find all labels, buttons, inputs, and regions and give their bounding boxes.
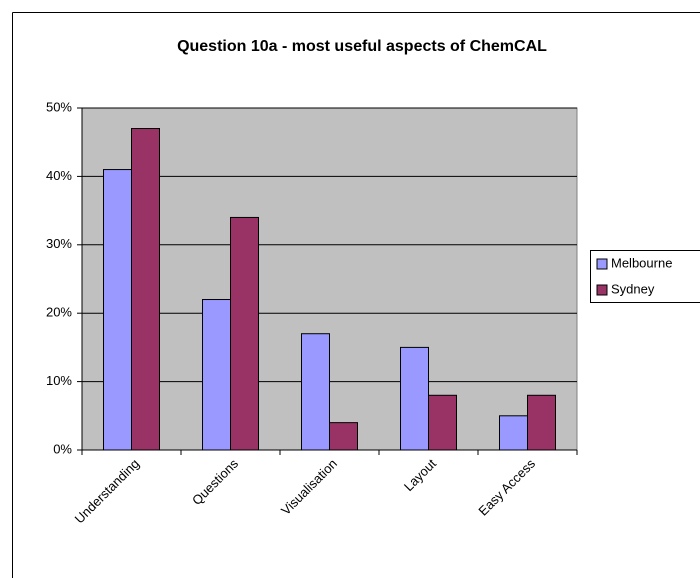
legend-box (590, 250, 700, 303)
legend-swatch (596, 258, 608, 270)
bar (230, 216, 259, 451)
y-tick-label: 50% (46, 99, 72, 114)
bar (131, 128, 160, 451)
bar (329, 422, 358, 451)
legend-label: Melbourne (611, 255, 672, 270)
y-tick-label: 30% (46, 236, 72, 251)
x-tick-label: Understanding (72, 456, 142, 526)
bar (103, 169, 132, 451)
x-tick-label: Questions (189, 456, 241, 508)
bar (301, 333, 330, 451)
y-tick-label: 0% (53, 441, 72, 456)
bar (428, 394, 457, 451)
bar (499, 415, 528, 451)
y-tick-label: 40% (46, 168, 72, 183)
legend-label: Sydney (611, 281, 655, 296)
x-tick-label: Easy Access (475, 456, 538, 519)
bar (202, 299, 231, 451)
bar (527, 394, 556, 451)
x-tick-label: Visualisation (278, 456, 340, 518)
legend-swatch (596, 284, 608, 296)
chart-title: Question 10a - most useful aspects of Ch… (177, 38, 547, 55)
x-tick-label: Layout (401, 456, 439, 494)
y-tick-label: 20% (46, 305, 72, 320)
y-tick-label: 10% (46, 373, 72, 388)
bar (400, 346, 429, 451)
